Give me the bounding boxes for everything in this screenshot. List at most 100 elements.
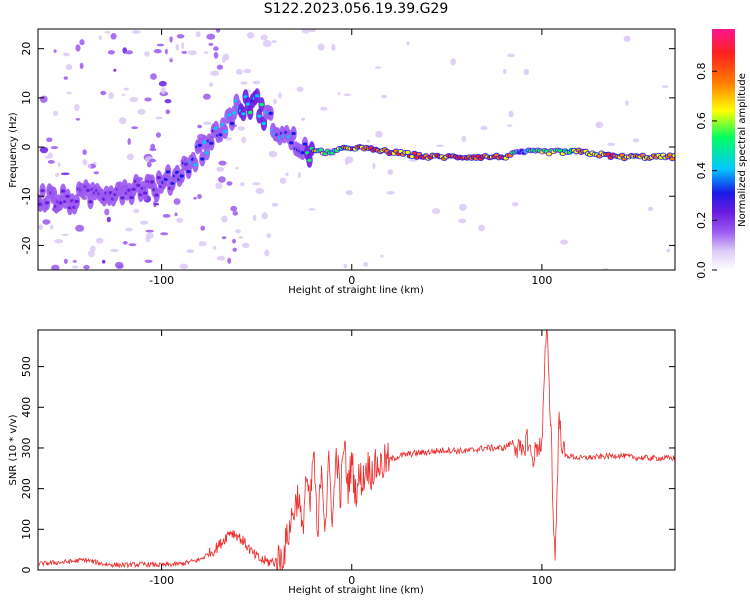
- spectrogram-ridge-point: [259, 103, 264, 107]
- spectrogram-noise-blob: [345, 158, 349, 166]
- spectrogram-noise-blob: [133, 208, 140, 214]
- spectrogram-noise-blob: [221, 215, 228, 223]
- spectrogram-noise-blob: [478, 224, 485, 232]
- spectrogram-ridge-point: [154, 193, 159, 197]
- snr-y-tick-label: 100: [20, 519, 33, 540]
- spectrogram-noise-blob: [144, 97, 152, 102]
- spectrogram-noise-blob: [146, 161, 152, 168]
- spectrogram-noise-blob: [285, 172, 289, 176]
- spectrogram-noise-blob: [217, 255, 226, 261]
- spectrogram-noise-blob: [213, 51, 219, 59]
- spectrogram-noise-blob: [264, 249, 270, 257]
- spectrogram-noise-blob: [57, 162, 61, 168]
- spectrogram-ridge-point: [65, 194, 70, 198]
- spectrogram-noise-blob: [104, 31, 111, 34]
- spectrogram-noise-blob: [155, 116, 164, 120]
- spectrogram-noise-blob: [46, 137, 53, 143]
- spectrogram-noise-blob: [262, 40, 272, 48]
- spectrogram-noise-blob: [181, 50, 188, 54]
- spectrogram-noise-blob: [241, 242, 250, 249]
- spectrogram-noise-blob: [63, 76, 68, 80]
- spectrogram-noise-blob: [372, 162, 376, 170]
- spectrogram-noise-blob: [155, 132, 161, 138]
- spectrogram-noise-blob: [625, 100, 629, 106]
- spectrogram-noise-blob: [158, 80, 167, 87]
- spectrogram-noise-blob: [53, 49, 57, 53]
- spectrogram-noise-blob: [75, 224, 84, 232]
- spectrogram-noise-blob: [237, 126, 246, 131]
- spectrogram-noise-blob: [203, 93, 211, 100]
- spectrogram-ridge-point: [60, 189, 66, 193]
- spectrogram-noise-blob: [345, 190, 353, 196]
- spectrogram-ridge-point: [117, 187, 123, 191]
- spectrogram-noise-blob: [176, 34, 185, 39]
- spectrogram-ridge-point: [291, 131, 296, 136]
- spectrogram-ridge-point: [268, 111, 273, 115]
- spectrogram-noise-blob: [232, 239, 236, 244]
- spectrogram-noise-blob: [560, 239, 568, 245]
- spectrogram-noise-blob: [240, 182, 245, 187]
- spectrogram-noise-blob: [181, 42, 185, 49]
- spectrogram-noise-blob: [72, 260, 77, 263]
- spectrogram-noise-blob: [232, 247, 237, 252]
- spectrogram-noise-blob: [82, 149, 87, 155]
- spectrogram-noise-blob: [508, 110, 514, 118]
- spectrogram-noise-blob: [87, 163, 92, 169]
- spectrogram-noise-blob: [131, 126, 139, 130]
- spectrogram-ridge-point: [248, 110, 253, 115]
- spectrogram-noise-blob: [88, 250, 95, 258]
- spectrogram-noise-blob: [666, 248, 671, 253]
- spectrogram-ridge-point: [200, 157, 205, 161]
- spectrogram-noise-blob: [461, 135, 467, 143]
- spectrogram-noise-blob: [79, 62, 84, 69]
- snr-y-tick-label: 400: [20, 397, 33, 418]
- colorbar-tick-label: 0.8: [695, 62, 708, 80]
- spectrogram-noise-blob: [343, 93, 352, 97]
- spectrogram-noise-blob: [169, 57, 173, 60]
- spectrogram-noise-blob: [215, 182, 223, 189]
- spectrogram-noise-blob: [252, 214, 257, 222]
- spectrogram-noise-blob: [144, 259, 153, 263]
- spectrogram-ridge-point: [136, 183, 141, 187]
- spectrogram-noise-blob: [202, 121, 212, 126]
- spectrogram-noise-blob: [387, 169, 394, 175]
- spectrogram-noise-blob: [75, 44, 81, 52]
- spectrogram-noise-blob: [221, 236, 227, 240]
- spectrogram-x-tick-label: -100: [149, 274, 174, 287]
- spectrogram-ridge-point: [672, 154, 675, 158]
- spectrogram-noise-blob: [110, 33, 117, 40]
- spectrogram-y-tick-label: -20: [20, 236, 33, 254]
- spectrogram-noise-blob: [623, 35, 631, 42]
- spectrogram-noise-blob: [186, 249, 195, 254]
- spectrogram-noise-blob: [297, 172, 301, 179]
- spectrogram-ridge-point: [245, 102, 251, 106]
- spectrogram-x-tick-label: 0: [348, 274, 355, 287]
- spectrogram-noise-blob: [308, 29, 317, 33]
- spectrogram-noise-blob: [65, 64, 73, 71]
- spectrogram-noise-blob: [127, 138, 131, 145]
- snr-x-tick-label: -100: [149, 574, 174, 587]
- spectrogram-noise-blob: [98, 35, 103, 41]
- spectrogram-noise-blob: [271, 40, 277, 43]
- spectrogram-noise-blob: [320, 106, 328, 111]
- spectrogram-noise-blob: [198, 241, 207, 247]
- spectrogram-noise-blob: [48, 152, 53, 159]
- spectrogram-noise-blob: [38, 224, 44, 231]
- spectrogram-ridge-point: [318, 148, 324, 152]
- spectrogram-noise-blob: [113, 68, 117, 72]
- spectrogram-noise-blob: [308, 208, 316, 211]
- spectrogram-noise-blob: [119, 117, 127, 125]
- spectrogram-noise-blob: [54, 239, 64, 244]
- spectrogram-ridge-point: [51, 192, 57, 196]
- spectrogram-noise-blob: [144, 51, 151, 57]
- spectrogram-ridge-point: [405, 150, 410, 155]
- spectrogram-ridge-point: [131, 187, 136, 191]
- spectrogram-noise-blob: [431, 208, 441, 215]
- spectrogram-noise-blob: [110, 248, 119, 253]
- spectrogram-noise-blob: [82, 159, 88, 166]
- spectrogram-noise-blob: [235, 229, 241, 234]
- spectrogram-noise-blob: [260, 34, 268, 41]
- spectrogram-ridge-point: [300, 151, 305, 155]
- spectrogram-x-axis-label: Height of straight line (km): [288, 285, 424, 296]
